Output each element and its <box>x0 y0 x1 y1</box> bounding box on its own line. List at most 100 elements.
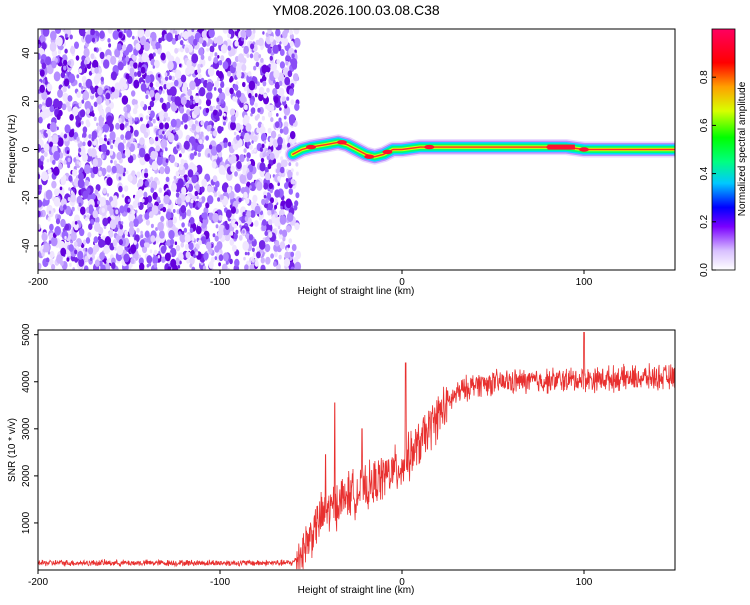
noise-blob <box>260 157 265 163</box>
spectrogram-y-ticks: -40 -20 0 20 40 <box>21 47 38 253</box>
noise-blob <box>217 125 223 134</box>
noise-blob <box>184 234 191 243</box>
noise-blob <box>253 148 257 153</box>
noise-blob <box>258 93 264 102</box>
noise-blob <box>72 169 78 177</box>
noise-blob <box>195 226 202 235</box>
noise-blob <box>281 96 286 102</box>
noise-blob <box>168 75 172 80</box>
noise-blob <box>205 107 210 113</box>
noise-blob <box>264 236 269 243</box>
noise-blob <box>38 103 43 110</box>
noise-blob <box>39 84 45 93</box>
noise-blob <box>276 113 279 117</box>
noise-blob <box>160 52 166 61</box>
noise-blob <box>78 29 86 37</box>
noise-blob <box>38 131 42 138</box>
noise-blob <box>152 255 159 265</box>
noise-blob <box>67 163 71 169</box>
noise-blob <box>41 171 48 182</box>
noise-blob <box>242 241 249 251</box>
noise-blob <box>267 47 272 54</box>
noise-blob <box>242 211 246 217</box>
noise-blob <box>39 69 45 77</box>
noise-blob <box>249 53 254 59</box>
noise-blob <box>130 262 133 268</box>
noise-blob <box>49 105 55 113</box>
noise-blob <box>205 135 210 141</box>
noise-blob <box>191 174 198 184</box>
noise-blob <box>70 231 77 242</box>
noise-blob <box>126 141 131 148</box>
noise-blob <box>285 178 289 182</box>
noise-blob <box>164 252 171 262</box>
noise-blob <box>182 82 188 89</box>
noise-blob <box>287 142 291 148</box>
noise-blob <box>144 29 151 38</box>
noise-blob <box>65 101 70 108</box>
noise-blob <box>158 187 163 193</box>
spectrogram-y-label: Frequency (Hz) <box>7 115 18 184</box>
noise-blob <box>191 236 195 242</box>
noise-blob <box>273 80 276 84</box>
noise-blob <box>77 178 85 189</box>
noise-blob <box>143 191 148 198</box>
noise-blob <box>139 35 147 46</box>
noise-blob <box>202 136 206 141</box>
noise-blob <box>64 124 71 134</box>
noise-blob <box>99 51 105 60</box>
noise-blob <box>103 59 110 69</box>
snr-series-line <box>38 332 675 570</box>
noise-blob <box>181 113 189 123</box>
noise-blob <box>283 258 291 267</box>
noise-blob <box>216 97 220 103</box>
noise-blob <box>200 186 205 193</box>
noise-blob <box>267 111 273 118</box>
noise-blob <box>180 205 187 214</box>
noise-blob <box>180 121 184 125</box>
noise-blob <box>91 193 96 200</box>
noise-blob <box>223 142 228 149</box>
noise-blob <box>189 153 195 160</box>
noise-blob <box>100 264 106 270</box>
noise-blob <box>175 37 178 42</box>
noise-blob <box>252 29 256 34</box>
noise-blob <box>75 155 79 160</box>
noise-blob <box>132 200 138 209</box>
noise-blob <box>254 205 261 215</box>
noise-blob <box>155 227 158 232</box>
noise-blob <box>133 79 140 89</box>
noise-blob <box>180 242 185 248</box>
noise-blob <box>235 90 242 98</box>
noise-blob <box>267 202 274 211</box>
noise-blob <box>207 66 215 77</box>
noise-blob <box>152 65 155 69</box>
noise-blob <box>110 86 115 93</box>
noise-blob <box>140 83 147 92</box>
noise-blob <box>65 207 71 215</box>
noise-blob <box>157 221 164 232</box>
noise-blob <box>43 143 50 153</box>
noise-blob <box>109 196 113 203</box>
noise-blob <box>289 29 294 35</box>
noise-blob <box>153 249 158 256</box>
noise-blob <box>287 70 293 78</box>
noise-blob <box>248 160 252 165</box>
noise-blob <box>194 190 199 197</box>
noise-blob <box>57 89 63 98</box>
noise-blob <box>92 165 99 175</box>
noise-blob <box>234 171 238 177</box>
noise-blob <box>246 157 250 162</box>
noise-blob <box>282 67 289 77</box>
noise-blob <box>249 99 255 106</box>
noise-blob <box>260 257 265 264</box>
noise-blob <box>189 203 194 209</box>
noise-blob <box>63 133 68 139</box>
noise-blob <box>293 73 299 82</box>
noise-blob <box>157 48 162 55</box>
spectrogram-x-tick-label: -200 <box>28 277 48 288</box>
noise-blob <box>218 165 226 175</box>
noise-blob <box>79 109 86 118</box>
noise-blob <box>216 116 220 121</box>
noise-blob <box>136 171 141 178</box>
